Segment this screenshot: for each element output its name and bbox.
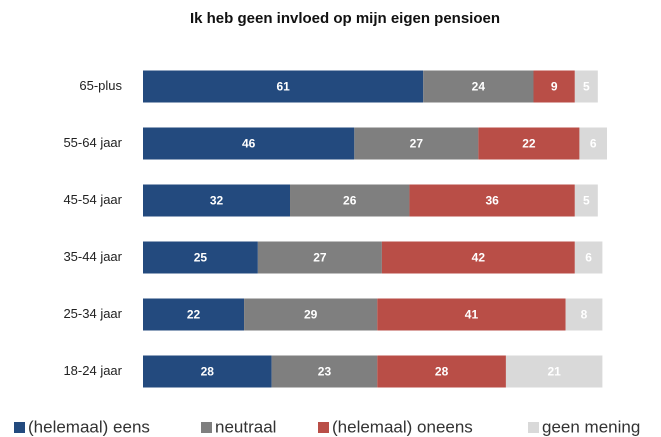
y-tick-label: 35-44 jaar [63,249,122,264]
bar-segment [478,127,580,160]
data-label: 5 [583,80,590,94]
bar-segment [143,241,258,274]
bar-segment [143,127,355,160]
bar-segment [505,355,603,388]
data-label: 25 [194,251,208,265]
data-label: 27 [313,251,327,265]
legend-swatch [14,422,25,433]
bar-segment [423,70,534,103]
y-tick-label: 55-64 jaar [63,135,122,150]
data-label: 23 [318,365,332,379]
legend-swatch [318,422,329,433]
bar-segment [143,184,291,217]
data-label: 61 [276,80,290,94]
data-label: 32 [210,194,224,208]
data-label: 29 [304,308,318,322]
bar-segment [377,298,566,331]
data-label: 8 [581,308,588,322]
data-label: 22 [522,137,536,151]
data-label: 28 [435,365,449,379]
data-label: 28 [201,365,215,379]
bar-segment [574,241,603,274]
bar-segment [244,298,378,331]
legend-swatch [201,422,212,433]
data-label: 27 [410,137,424,151]
y-tick-label: 18-24 jaar [63,363,122,378]
y-tick-label: 45-54 jaar [63,192,122,207]
data-label: 24 [472,80,486,94]
bar-segment [143,70,424,103]
data-label: 6 [585,251,592,265]
bar-segment [143,355,272,388]
y-tick-label: 25-34 jaar [63,306,122,321]
data-label: 21 [547,365,561,379]
bar-segment [574,70,598,103]
bar-segment [143,298,245,331]
data-label: 26 [343,194,357,208]
bar-segment [579,127,607,160]
data-label: 9 [551,80,558,94]
chart-title: Ik heb geen invloed op mijn eigen pensio… [190,10,500,27]
data-label: 46 [242,137,256,151]
bar-segment [409,184,575,217]
data-label: 6 [590,137,597,151]
bar-segment [257,241,382,274]
bar-segment [381,241,575,274]
bar-segment [574,184,598,217]
bar-segment [354,127,479,160]
bar-segment [290,184,410,217]
legend-swatch [528,422,539,433]
legend-label: geen mening [542,417,640,436]
data-label: 41 [465,308,479,322]
data-label: 22 [187,308,201,322]
data-label: 5 [583,194,590,208]
data-label: 36 [485,194,499,208]
bar-segment [565,298,603,331]
bar-segment [533,70,575,103]
data-label: 42 [472,251,486,265]
legend-label: (helemaal) eens [28,417,150,436]
legend-label: neutraal [215,417,276,436]
legend-label: (helemaal) oneens [332,417,473,436]
bar-segment [377,355,506,388]
y-tick-label: 65-plus [79,78,122,93]
bar-segment [271,355,378,388]
